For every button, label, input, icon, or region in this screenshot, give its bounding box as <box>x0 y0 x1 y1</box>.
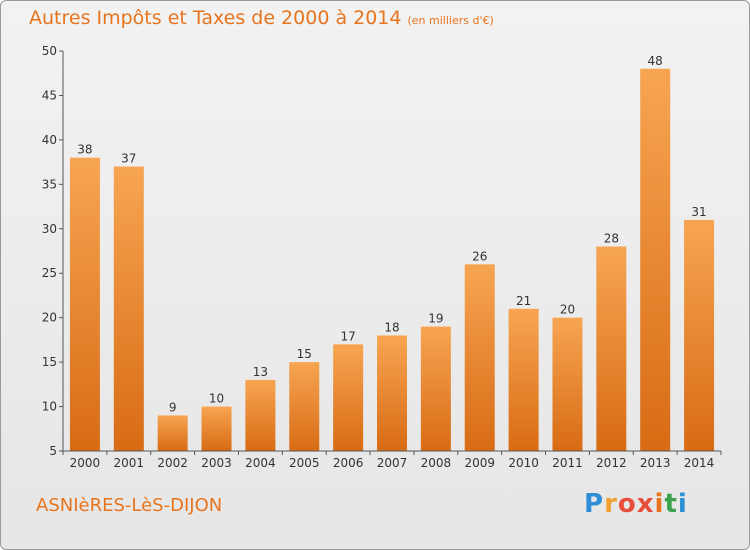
x-tick-label-2003: 2003 <box>201 456 232 470</box>
logo-letter: i <box>677 489 688 519</box>
data-label-2004: 13 <box>253 365 268 379</box>
y-tick-label: 25 <box>42 266 57 280</box>
bars-group: 38 37 9 10 13 15 17 18 19 26 21 20 28 48 31 <box>69 54 715 452</box>
logo-letter: P <box>584 489 605 519</box>
commune-name: ASNIèRES-LèS-DIJON <box>36 495 223 516</box>
x-tick-label-2008: 2008 <box>421 456 452 470</box>
x-tick-label-2014: 2014 <box>684 456 715 470</box>
x-tick-label-2004: 2004 <box>245 456 276 470</box>
bar-2003 <box>201 406 232 451</box>
bar-2013 <box>640 68 671 452</box>
bar-2005 <box>289 362 320 451</box>
x-tick-label-2000: 2000 <box>70 456 101 470</box>
y-tick-label: 50 <box>42 44 57 58</box>
data-label-2013: 48 <box>648 54 663 68</box>
logo-letter: i <box>654 489 665 519</box>
bar-2004 <box>245 379 276 451</box>
data-label-2014: 31 <box>691 205 706 219</box>
data-label-2012: 28 <box>604 232 619 246</box>
x-tick-label-2001: 2001 <box>114 456 145 470</box>
data-label-2000: 38 <box>77 143 92 157</box>
x-tick-label-2009: 2009 <box>464 456 495 470</box>
logo-letter: r <box>604 489 618 519</box>
x-tick-label-2010: 2010 <box>508 456 539 470</box>
y-tick-label: 45 <box>42 88 57 102</box>
bar-2007 <box>377 335 407 451</box>
title-text: Autres Impôts et Taxes de 2000 à 2014 <box>29 7 402 29</box>
data-label-2007: 18 <box>384 320 399 334</box>
logo-letter: x <box>636 489 655 519</box>
data-label-2008: 19 <box>428 312 443 326</box>
chart-subtitle: (en milliers d'€) <box>407 14 494 27</box>
x-tick-label-2011: 2011 <box>552 456 583 470</box>
bar-2009 <box>464 264 495 451</box>
x-tick-label-2006: 2006 <box>333 456 364 470</box>
data-label-2009: 26 <box>472 249 487 263</box>
y-tick-label: 20 <box>42 311 57 325</box>
bar-2001 <box>113 166 144 452</box>
x-tick-label-2007: 2007 <box>377 456 408 470</box>
data-label-2002: 9 <box>169 400 177 414</box>
y-tick-label: 35 <box>42 177 57 191</box>
bar-2014 <box>684 219 715 451</box>
y-tick-label: 30 <box>42 222 57 236</box>
logo-letter: o <box>617 489 637 519</box>
bar-2002 <box>157 415 188 451</box>
bar-2000 <box>69 157 100 451</box>
bar-2008 <box>420 326 451 451</box>
chart-title: Autres Impôts et Taxes de 2000 à 2014 (en… <box>29 7 494 29</box>
data-label-2003: 10 <box>209 392 224 406</box>
x-tick-label-2005: 2005 <box>289 456 320 470</box>
data-label-2011: 20 <box>560 303 575 317</box>
y-tick-label: 15 <box>42 355 57 369</box>
bar-2011 <box>552 317 583 451</box>
x-tick-label-2013: 2013 <box>640 456 671 470</box>
bar-2010 <box>508 308 539 451</box>
x-tick-label-2002: 2002 <box>157 456 188 470</box>
data-label-2001: 37 <box>121 152 136 166</box>
y-tick-label: 40 <box>42 133 57 147</box>
logo-letter: t <box>664 489 678 519</box>
data-label-2006: 17 <box>340 329 355 343</box>
axes-group: 5 10 15 20 25 30 35 40 45 50 2000 2001 2002 2003 2004 2… <box>42 44 722 470</box>
data-label-2005: 15 <box>297 347 312 361</box>
bar-2012 <box>596 246 627 451</box>
proxiti-logo[interactable]: Proxiti <box>584 489 688 519</box>
bar-2006 <box>333 344 364 451</box>
data-label-2010: 21 <box>516 294 531 308</box>
x-tick-label-2012: 2012 <box>596 456 627 470</box>
y-tick-label: 10 <box>42 400 57 414</box>
y-tick-label: 5 <box>49 444 57 458</box>
